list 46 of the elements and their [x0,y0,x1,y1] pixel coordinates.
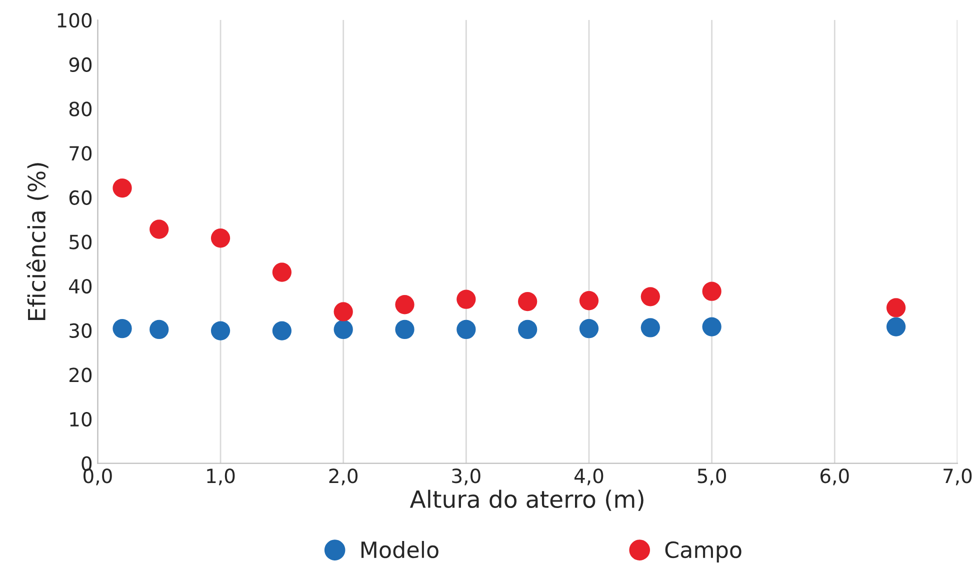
x-tick-label: 5,0 [698,468,726,486]
legend-label: Campo [665,541,742,562]
x-tick-label: 7,0 [944,468,972,486]
y-tick-label: 50 [70,234,92,250]
point [150,220,169,239]
point [210,321,230,340]
point [210,228,230,248]
y-tick-label: 40 [69,278,92,294]
x-axis-title: Altura do aterro (m) [410,490,644,511]
point [456,320,476,340]
legend-label: Modelo [361,540,438,558]
x-tick-label: 0,0 [84,468,112,486]
y-tick-label: 100 [58,12,92,28]
point [702,282,722,301]
point [640,287,660,306]
point [334,320,353,340]
point [886,298,906,318]
point [456,290,476,309]
x-tick-label: 3,0 [452,468,480,486]
point [579,291,599,310]
point [518,320,538,340]
x-tick-label: 2,0 [329,468,358,486]
x-tick-label: 4,0 [574,468,604,486]
x-tick-label: 6,0 [820,468,849,486]
y-tick-label: 90 [69,57,92,72]
point [518,292,538,312]
point [640,318,660,338]
point [112,178,132,198]
x-tick-label: 1,0 [207,468,235,486]
y-tick-label: 70 [70,146,92,161]
point [395,295,414,314]
point [395,320,414,340]
point [334,302,353,322]
point [112,318,132,338]
point [579,318,599,338]
point [150,320,169,340]
point [272,262,292,282]
y-tick-label: 60 [69,190,92,206]
point [702,317,722,336]
y-tick-label: 10 [70,412,92,427]
y-axis-title: Eficiência (%) [26,163,48,320]
y-tick-label: 80 [69,102,92,116]
point [272,321,292,340]
point [886,317,906,336]
y-tick-label: 30 [70,323,92,338]
y-tick-label: 20 [70,368,92,382]
